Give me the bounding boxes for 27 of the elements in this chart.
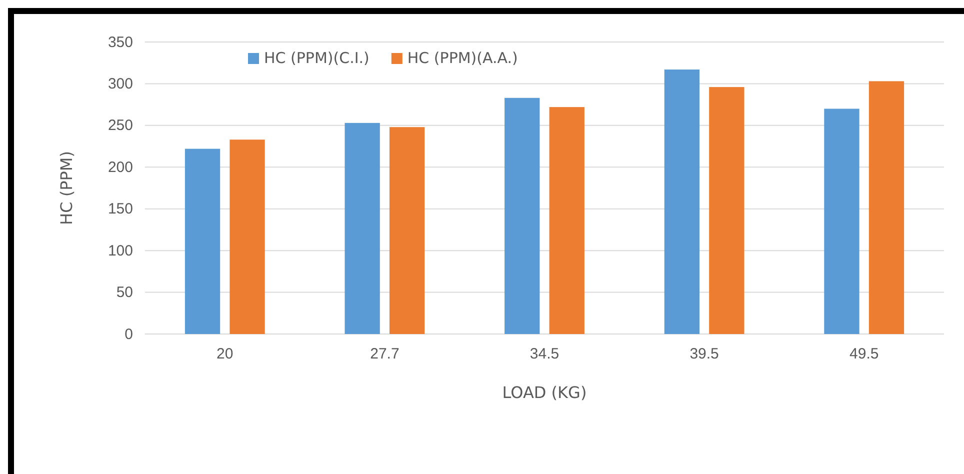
y-tick-label: 300	[108, 76, 133, 93]
bar	[230, 140, 265, 334]
y-axis-title: HC (PPM)	[57, 151, 76, 225]
bar	[824, 108, 860, 334]
bar	[504, 98, 540, 334]
y-tick-label: 350	[108, 34, 133, 51]
y-tick-label: 150	[108, 200, 133, 218]
x-tick-label: 49.5	[850, 346, 879, 363]
y-tick-label: 250	[108, 117, 133, 134]
legend-label: HC (PPM)(A.A.)	[407, 49, 518, 67]
x-axis-title: LOAD (KG)	[502, 383, 587, 402]
bar	[868, 81, 904, 334]
bar	[664, 70, 700, 334]
x-tick-label: 34.5	[530, 346, 560, 363]
y-tick-label: 100	[108, 242, 133, 260]
x-tick-label: 39.5	[690, 346, 719, 363]
x-tick-label: 27.7	[370, 346, 400, 363]
y-tick-label: 0	[124, 326, 133, 343]
legend-label: HC (PPM)(C.I.)	[264, 49, 370, 67]
y-tick-label: 200	[108, 158, 133, 176]
bar	[709, 87, 744, 334]
x-tick-label: 20	[216, 346, 234, 363]
bar	[549, 107, 584, 334]
bar	[344, 122, 380, 334]
bar	[389, 127, 425, 334]
y-tick-label: 50	[116, 284, 133, 302]
bar	[184, 148, 220, 334]
